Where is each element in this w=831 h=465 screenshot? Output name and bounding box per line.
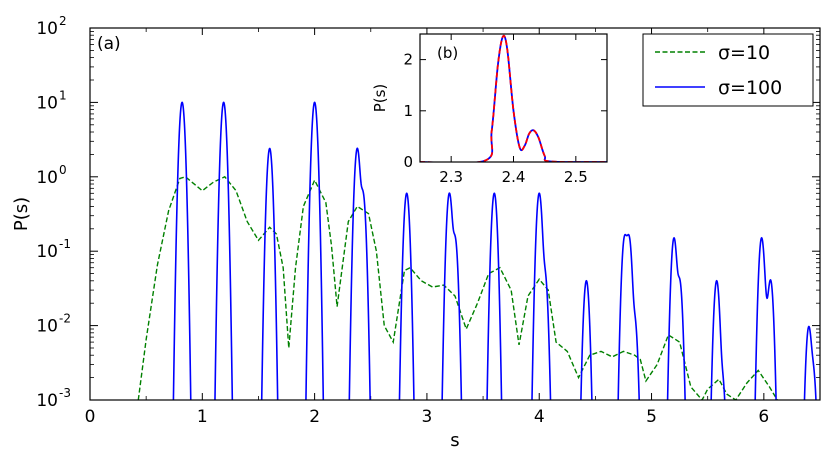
x-tick-label: 5 [646,407,657,427]
inset-y-tick-label: 1 [403,102,413,120]
inset-tick-labels: 2.3 2.4 2.5 0 1 2 [403,51,587,186]
inset-series-red-dashed-line [420,34,607,162]
inset-y-tick-label: 0 [403,153,413,171]
legend-label-sigma100: σ=100 [718,77,782,99]
y-tick-exponent: -3 [59,386,71,400]
inset-x-tick-label: 2.4 [502,168,526,186]
inset-plot: 2.3 2.4 2.5 0 1 2 (b) P(s) [371,33,608,186]
legend: σ=10 σ=100 [642,33,814,107]
y-tick-base: 10 [36,168,58,188]
inset-y-axis-label: P(s) [371,84,389,113]
series-sigma100-line [172,101,817,400]
inset-y-tick-label: 2 [403,51,413,69]
x-axis-label: s [450,430,459,451]
y-tick-label: 10 [36,242,58,262]
x-tick-label: 4 [534,407,545,427]
y-tick-base: 10 [36,317,58,337]
panel-label-a: (a) [97,34,121,54]
x-tick-label: 1 [197,407,208,427]
y-tick-label: 10 [36,391,58,411]
y-tick-label: 10 [36,168,58,188]
main-plot-frame [89,27,821,401]
y-tick-label: 10 [36,317,58,337]
x-tick-label: 3 [422,407,433,427]
inset-x-tick-label: 2.5 [564,168,588,186]
y-tick-exponent: -2 [59,312,71,326]
y-tick-base: 10 [36,391,58,411]
inset-plot-area [420,34,607,162]
y-tick-exponent: 1 [59,88,67,102]
inset-plot-frame [419,33,608,163]
y-tick-label: 10 [36,93,58,113]
y-tick-exponent: -1 [59,237,71,251]
series-sigma10-line [137,175,778,400]
legend-frame [642,33,814,107]
y-tick-base: 10 [36,242,58,262]
x-tick-label: 2 [309,407,320,427]
x-tick-label: 0 [85,407,96,427]
y-tick-exponent: 0 [59,163,67,177]
x-tick-label: 6 [758,407,769,427]
y-tick-label: 10 [36,19,58,39]
panel-label-b: (b) [437,44,458,62]
y-tick-exponent: 2 [59,14,67,28]
y-tick-base: 10 [36,19,58,39]
legend-label-sigma10: σ=10 [718,42,770,64]
y-axis-label: P(s) [11,197,32,231]
inset-x-tick-label: 2.3 [439,168,463,186]
y-tick-base: 10 [36,93,58,113]
